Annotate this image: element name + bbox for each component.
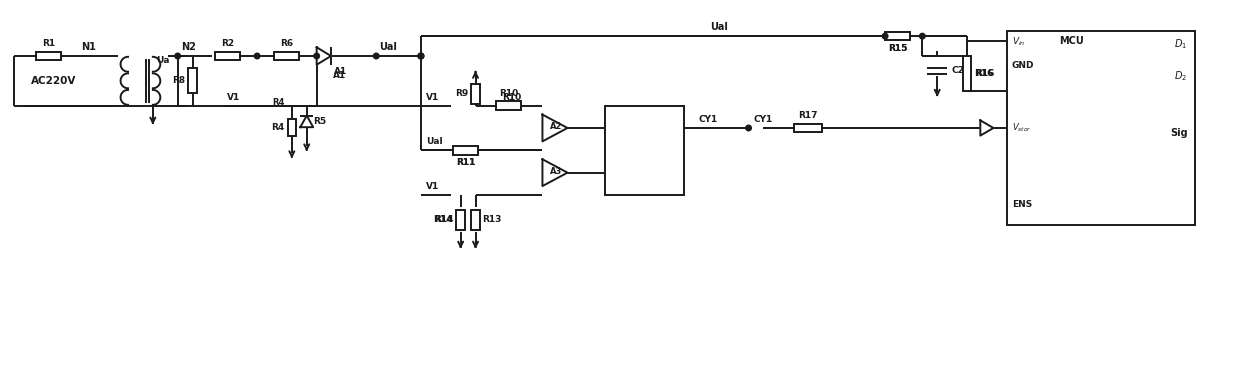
Circle shape [418, 53, 424, 59]
Text: $V_{stor}$: $V_{stor}$ [1012, 122, 1031, 134]
Bar [605, 106, 684, 195]
Polygon shape [543, 159, 567, 186]
Circle shape [373, 53, 379, 59]
Text: R5: R5 [312, 117, 326, 126]
Text: R10: R10 [498, 89, 518, 98]
Text: R8: R8 [172, 76, 185, 85]
Text: N2: N2 [181, 42, 196, 52]
Text: CY1: CY1 [753, 115, 773, 124]
Text: A2: A2 [550, 122, 563, 131]
Text: $D_1$: $D_1$ [1175, 37, 1187, 51]
Text: R4: R4 [271, 123, 284, 132]
Bar [471, 84, 479, 104]
Text: Ual: Ual [379, 42, 396, 52]
Bar [885, 32, 909, 40]
Text: R13: R13 [482, 215, 502, 224]
Polygon shape [543, 115, 567, 142]
Text: V1: V1 [426, 93, 439, 102]
Text: R6: R6 [280, 39, 294, 48]
Text: A1: A1 [333, 67, 347, 76]
Text: R1: R1 [42, 39, 56, 48]
Circle shape [919, 34, 926, 39]
Bar [275, 52, 300, 60]
Text: CY1: CY1 [699, 115, 719, 124]
Circle shape [882, 34, 888, 39]
Circle shape [418, 53, 424, 59]
Polygon shape [300, 115, 313, 127]
Text: ENS: ENS [1012, 200, 1032, 209]
Text: R11: R11 [456, 158, 476, 167]
Text: V1: V1 [426, 182, 439, 191]
Circle shape [313, 53, 320, 59]
Text: $D_2$: $D_2$ [1175, 69, 1187, 83]
Bar [1007, 31, 1196, 225]
Text: R4: R4 [273, 98, 285, 107]
Bar [456, 210, 465, 230]
Text: R11: R11 [456, 158, 476, 167]
Text: Sig: Sig [1170, 128, 1187, 138]
Text: N1: N1 [81, 42, 95, 52]
Text: R10: R10 [502, 93, 522, 102]
Polygon shape [317, 47, 331, 65]
Text: A3: A3 [550, 167, 563, 176]
Text: R15: R15 [888, 44, 907, 53]
Text: R14: R14 [434, 215, 453, 224]
Bar [188, 68, 197, 93]
Bar [287, 119, 296, 136]
Text: R16: R16 [974, 69, 994, 78]
Text: R17: R17 [798, 111, 818, 120]
Text: R16: R16 [975, 69, 994, 78]
Circle shape [254, 53, 260, 59]
Circle shape [418, 53, 424, 59]
Bar [794, 124, 821, 132]
Text: MCU: MCU [1059, 36, 1084, 46]
Text: V1: V1 [227, 93, 240, 102]
Circle shape [746, 125, 751, 131]
Bar [36, 52, 61, 60]
Polygon shape [980, 121, 994, 136]
Text: R2: R2 [221, 39, 234, 48]
Text: Ua: Ua [156, 57, 170, 66]
Text: C2: C2 [952, 66, 964, 75]
Bar [471, 210, 479, 230]
Text: R9: R9 [456, 89, 468, 98]
Bar [214, 52, 239, 60]
Text: A1: A1 [333, 71, 347, 80]
Bar [453, 146, 478, 154]
Text: Ual: Ual [710, 22, 727, 32]
Text: Ual: Ual [426, 137, 442, 146]
Circle shape [175, 53, 181, 59]
Text: $V_{in}$: $V_{in}$ [1012, 36, 1025, 48]
Text: GND: GND [1012, 62, 1035, 71]
Text: R14: R14 [434, 215, 453, 224]
Text: R15: R15 [888, 44, 907, 53]
Bar [496, 101, 520, 110]
Text: AC220V: AC220V [31, 76, 77, 86]
Bar [963, 57, 971, 91]
